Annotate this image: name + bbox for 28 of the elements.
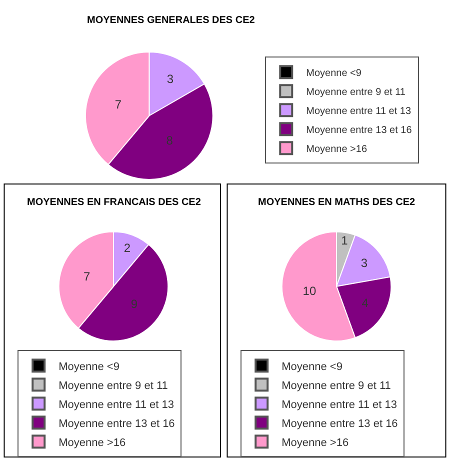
legend-label: Moyenne entre 13 et 16 (282, 418, 398, 430)
data-label: 1 (341, 234, 348, 248)
legend-label: Moyenne entre 13 et 16 (58, 418, 175, 430)
legend-label: Moyenne >16 (306, 144, 368, 155)
data-label: 3 (360, 256, 368, 270)
data-label: 7 (114, 98, 122, 112)
legend-label: Moyenne entre 11 et 13 (282, 398, 397, 411)
legend-label: Moyenne entre 11 et 13 (58, 398, 174, 411)
data-label: 9 (130, 296, 138, 311)
data-label: 7 (84, 270, 91, 284)
legend-label: Moyenne <9 (58, 360, 120, 373)
legend-label: Moyenne entre 9 et 11 (282, 380, 391, 392)
legend-label: Moyenne entre 9 et 11 (306, 87, 406, 98)
legend-label: Moyenne entre 13 et 16 (306, 125, 412, 136)
data-label: 8 (166, 133, 174, 148)
data-label: 3 (166, 72, 174, 86)
data-label: 2 (124, 241, 131, 256)
text: MOYENNES EN MATHS DES CE2 (258, 197, 416, 208)
legend-label: Moyenne >16 (58, 436, 126, 449)
legend-label: Moyenne <9 (306, 68, 362, 79)
legend-label: Moyenne entre 9 et 11 (58, 380, 168, 392)
text: MOYENNES EN FRANCAIS DES CE2 (27, 197, 202, 208)
legend-label: Moyenne <9 (282, 360, 342, 373)
data-label: 4 (362, 296, 369, 310)
data-label: 10 (302, 284, 316, 298)
legend-label: Moyenne >16 (282, 436, 349, 449)
chart-title: MOYENNES GENERALES DES CE2 (87, 15, 256, 26)
legend-label: Moyenne entre 11 et 13 (306, 106, 412, 117)
